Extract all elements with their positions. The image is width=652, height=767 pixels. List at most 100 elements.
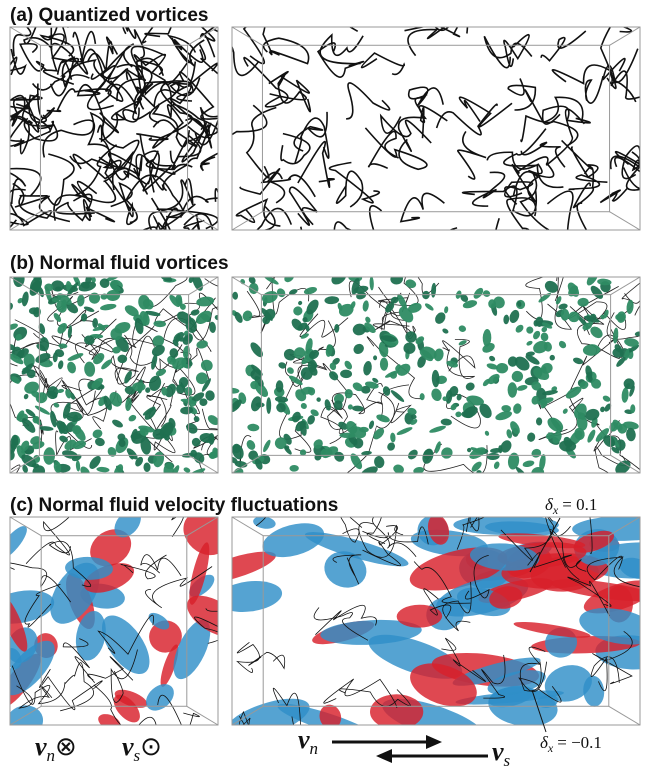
vortex-tube	[470, 460, 483, 473]
vortex-tube	[111, 418, 124, 429]
arrow-subscript: n	[310, 739, 319, 758]
vortex-tube	[549, 355, 555, 361]
vortex-line	[458, 131, 486, 179]
vortex-tube	[503, 314, 509, 324]
vortex-line	[141, 555, 181, 576]
vortex-tube	[603, 402, 613, 413]
vortex-line	[552, 49, 637, 84]
vortex-line	[201, 102, 245, 148]
vortex-line	[401, 193, 445, 221]
arrow-label: vs	[492, 737, 511, 767]
vortex-tube	[526, 432, 536, 443]
vortex-line	[126, 211, 168, 253]
arrow-symbol: v	[492, 737, 504, 766]
legend-symbol: v	[35, 732, 47, 761]
negative-fluctuation	[0, 522, 31, 563]
vortex-tube	[339, 433, 355, 438]
vortex-tube	[487, 453, 500, 461]
vortex-tube	[199, 358, 214, 373]
vortex-tube	[482, 289, 491, 298]
vortex-tube	[364, 316, 371, 324]
box-edge	[609, 706, 640, 725]
vortex-tube	[248, 340, 265, 359]
vortex-line	[409, 87, 444, 105]
vortex-tube	[583, 344, 601, 357]
vortex-tube	[621, 387, 629, 403]
vortex-tube	[540, 332, 549, 342]
vortex-line	[249, 652, 285, 668]
vortex-tube	[440, 418, 452, 426]
annotation: δx= 0.1	[545, 495, 597, 517]
vortex-tube	[340, 369, 352, 378]
vortex-line	[334, 206, 381, 240]
vortex-tube	[508, 309, 521, 325]
vortex-tube	[630, 404, 635, 413]
vortex-tube	[585, 269, 601, 287]
page: (a) Quantized vortices (b) Normal fluid …	[0, 0, 652, 767]
vortex-tube	[329, 268, 349, 287]
vortex-line	[251, 207, 291, 237]
positive-fluctuation	[370, 694, 423, 729]
vortex-tube	[380, 358, 388, 371]
vortex-tube	[262, 439, 272, 453]
box-edge	[610, 27, 640, 45]
vortex-tube	[127, 414, 137, 423]
vortex-tube	[193, 415, 201, 423]
vortex-line	[541, 31, 586, 61]
vortex-tube	[545, 415, 566, 435]
annotation: δx= −0.1	[540, 733, 602, 755]
vortex-tube	[512, 403, 522, 415]
vortex-tube	[404, 278, 417, 289]
vortex-tube	[511, 371, 523, 383]
vortex-tube	[572, 357, 584, 366]
vortex-tube	[84, 361, 96, 377]
vortex-line	[346, 83, 389, 119]
vortex-tube	[458, 324, 467, 333]
vortex-line	[60, 663, 93, 711]
vortex-line	[547, 191, 588, 246]
vortex-line	[600, 189, 627, 203]
vortex-tube	[368, 420, 375, 430]
legend-subscript: n	[47, 746, 56, 765]
vortex-tube	[247, 423, 259, 431]
vortex-tube	[100, 303, 117, 312]
vortex-line	[525, 90, 583, 122]
vortex-tube	[57, 360, 64, 370]
vortex-line	[507, 198, 536, 247]
vortex-tube	[602, 394, 612, 403]
vortex-tube	[558, 303, 568, 311]
vortex-tube	[396, 426, 414, 437]
vortex-tube	[430, 387, 444, 402]
vortex-tube	[496, 363, 509, 374]
vortex-tube	[334, 324, 340, 333]
vortex-tube	[522, 459, 535, 468]
vortex-tube	[76, 460, 81, 471]
vortex-tube	[371, 426, 386, 441]
vortex-line	[194, 409, 224, 454]
vortex-line	[508, 79, 535, 111]
vortex-tube	[444, 306, 449, 314]
arrow-head	[376, 749, 392, 763]
vortex-tube	[431, 283, 437, 298]
vortex-line	[6, 49, 26, 75]
vortex-tube	[21, 291, 30, 307]
box-edge	[610, 212, 640, 230]
vortex-tube	[241, 309, 254, 322]
vortex-tube	[88, 292, 100, 304]
vortex-line	[210, 436, 251, 487]
vortex-tube	[484, 430, 490, 437]
vortex-tube	[362, 300, 369, 312]
vortex-tube	[526, 340, 534, 347]
vortex-tube	[406, 448, 420, 462]
vortex-tube	[206, 413, 221, 427]
vortex-line	[236, 200, 280, 227]
vortex-line	[362, 53, 405, 74]
vortex-line	[408, 4, 453, 55]
annotation-subscript: x	[547, 741, 554, 755]
vortex-tube	[373, 355, 377, 360]
vortex-line	[43, 113, 103, 157]
annotation-text: = 0.1	[562, 495, 597, 514]
legend-mark: ⊙	[140, 732, 162, 761]
vortex-tube	[525, 326, 534, 335]
vortex-tube	[96, 466, 109, 472]
